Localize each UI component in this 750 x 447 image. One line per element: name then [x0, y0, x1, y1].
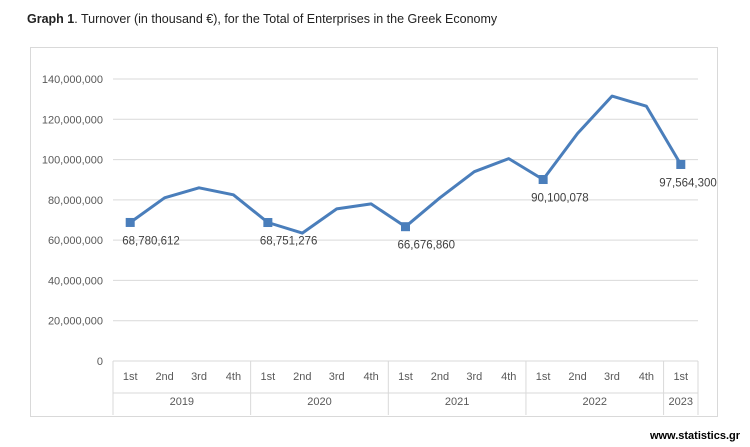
data-marker: [676, 159, 686, 169]
chart-area: [30, 47, 718, 417]
y-tick-label: 0: [97, 356, 103, 368]
chart-title-rest: . Turnover (in thousand €), for the Tota…: [74, 12, 498, 26]
x-tick-label: 4th: [226, 371, 241, 383]
data-label: 90,100,078: [531, 193, 589, 205]
year-label: 2021: [445, 396, 469, 408]
x-tick-label: 1st: [673, 371, 688, 383]
x-tick-label: 2nd: [293, 371, 311, 383]
x-tick-label: 4th: [363, 371, 378, 383]
data-label: 68,751,276: [260, 236, 318, 248]
y-tick-label: 40,000,000: [48, 275, 103, 287]
data-label: 68,780,612: [122, 235, 180, 247]
y-tick-label: 120,000,000: [42, 114, 103, 126]
x-tick-label: 3rd: [604, 371, 620, 383]
data-label: 97,564,300: [659, 177, 717, 189]
year-label: 2019: [170, 396, 194, 408]
x-tick-label: 3rd: [191, 371, 207, 383]
x-tick-label: 4th: [501, 371, 516, 383]
x-tick-label: 2nd: [155, 371, 173, 383]
year-label: 2020: [307, 396, 331, 408]
y-tick-label: 100,000,000: [42, 155, 103, 167]
y-tick-label: 80,000,000: [48, 195, 103, 207]
year-label: 2023: [669, 396, 693, 408]
data-marker: [263, 218, 273, 228]
data-label: 66,676,860: [398, 240, 456, 252]
x-tick-label: 3rd: [329, 371, 345, 383]
data-marker: [125, 217, 135, 227]
year-label: 2022: [583, 396, 607, 408]
watermark: www.statistics.gr: [649, 430, 740, 442]
data-marker: [538, 175, 548, 185]
x-tick-label: 3rd: [466, 371, 482, 383]
x-tick-label: 1st: [398, 371, 413, 383]
x-tick-label: 2nd: [431, 371, 449, 383]
y-tick-label: 60,000,000: [48, 235, 103, 247]
x-tick-label: 1st: [261, 371, 276, 383]
series-line: [128, 94, 683, 235]
x-tick-label: 4th: [639, 371, 654, 383]
chart-title: Graph 1. Turnover (in thousand €), for t…: [27, 12, 497, 26]
x-tick-label: 2nd: [568, 371, 586, 383]
data-marker: [401, 222, 410, 232]
y-tick-label: 140,000,000: [42, 74, 103, 86]
y-tick-label: 20,000,000: [48, 316, 103, 328]
x-tick-label: 1st: [123, 371, 138, 383]
x-tick-label: 1st: [536, 371, 551, 383]
chart-title-bold: Graph 1: [27, 12, 75, 26]
